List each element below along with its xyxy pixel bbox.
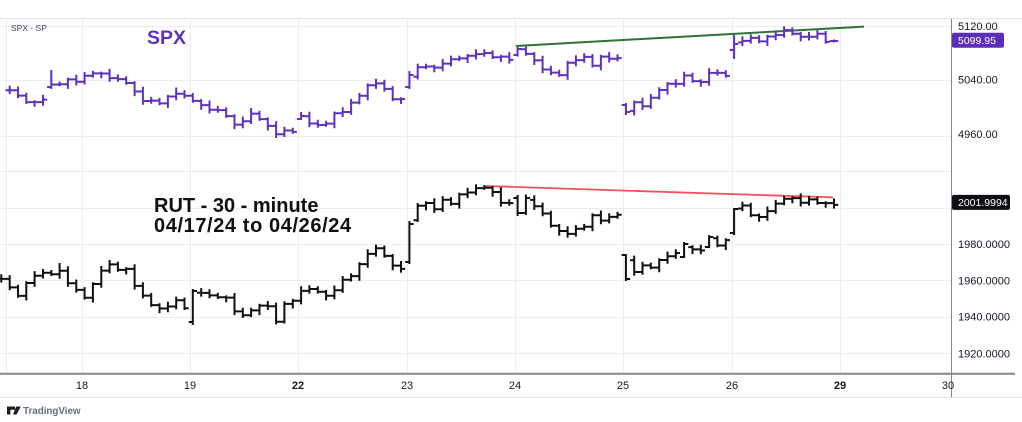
svg-text:30: 30 <box>942 380 954 392</box>
svg-text:4960.00: 4960.00 <box>958 129 998 141</box>
svg-text:22: 22 <box>292 380 304 392</box>
svg-text:25: 25 <box>617 380 629 392</box>
svg-text:SPX: SPX <box>147 27 186 49</box>
svg-text:24: 24 <box>509 380 521 392</box>
svg-text:29: 29 <box>834 380 846 392</box>
svg-text:TradingView: TradingView <box>23 406 81 417</box>
svg-text:1920.0000: 1920.0000 <box>958 349 1010 361</box>
svg-text:5040.00: 5040.00 <box>958 75 998 87</box>
svg-text:RUT - 30 - minute: RUT - 30 - minute <box>154 195 318 217</box>
svg-text:1940.0000: 1940.0000 <box>958 312 1010 324</box>
svg-text:1960.0000: 1960.0000 <box>958 275 1010 287</box>
svg-text:19: 19 <box>184 380 196 392</box>
svg-text:1980.0000: 1980.0000 <box>958 239 1010 251</box>
svg-text:2001.9994: 2001.9994 <box>958 197 1008 209</box>
svg-text:23: 23 <box>401 380 413 392</box>
svg-text:18: 18 <box>76 380 88 392</box>
svg-text:26: 26 <box>726 380 738 392</box>
svg-text:5099.95: 5099.95 <box>958 35 996 47</box>
svg-text:5120.00: 5120.00 <box>958 21 998 33</box>
svg-text:SPX - SP: SPX - SP <box>11 23 47 33</box>
svg-text:04/17/24 to 04/26/24: 04/17/24 to 04/26/24 <box>154 215 352 237</box>
